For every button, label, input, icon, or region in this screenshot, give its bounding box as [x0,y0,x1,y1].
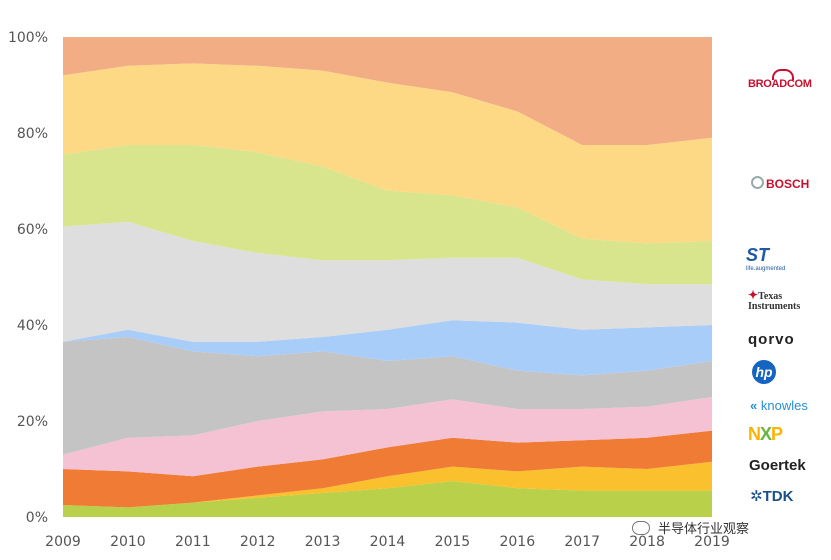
area-broadcom [63,37,712,145]
area-tdk [63,481,712,517]
area-goertek [63,461,712,508]
legend-nxp: NXP [748,424,783,444]
y-tick-label: 60% [17,222,48,238]
x-tick-label: 2010 [110,534,146,550]
stacked-area-chart: 0%20%40%60%80%100% 2009 2010 2011 2012 2013 2… [8,30,730,550]
x-tick-label: 2017 [564,534,600,550]
y-tick-label: 40% [17,318,48,334]
x-tick-label: 2018 [629,534,665,550]
legend-broadcom: BROADCOM [748,69,812,90]
y-tick-label: 0% [26,510,48,526]
chart-areas [63,37,712,517]
x-tick-label: 2011 [175,534,211,550]
legend-goertek: Goertek [749,457,806,474]
x-tick-label: 2016 [499,534,535,550]
area-st [63,145,712,285]
area-knowles [63,397,712,477]
x-tick-label: 2015 [435,534,471,550]
ti-logo-icon: ✦ [748,288,759,302]
area-nxp [63,430,712,508]
watermark: 半导体行业观察 [632,518,749,537]
x-tick-label: 2012 [240,534,276,550]
x-tick-label: 2009 [45,534,81,550]
area-hp [63,337,712,455]
legend-st-tagline: life.augmented [746,266,786,272]
area-qorvo [63,320,712,376]
legend-texas-instruments: ✦Texas Instruments [748,288,801,312]
bosch-logo-icon [751,176,764,189]
legend-hp: hp [752,360,776,384]
x-axis: 2009 2010 2011 2012 2013 2014 2015 2016 2017 2018… [45,534,730,550]
legend-bosch: BOSCH [751,176,809,191]
y-tick-label: 100% [8,30,48,46]
wechat-icon [632,521,650,535]
area-texas-instruments [63,221,712,342]
legend-qorvo: qorvo [748,331,795,348]
x-tick-label: 2013 [305,534,341,550]
legend-st: ST [746,245,770,265]
legend-knowles: « knowles [750,398,808,413]
tdk-logo-icon: ✲ [750,488,763,505]
y-axis: 0% 20% 40% 60% 80% 100% [8,30,48,526]
legend-tdk: ✲TDK [750,488,794,505]
x-tick-label: 2014 [370,534,406,550]
y-tick-label: 80% [17,126,48,142]
x-tick-label: 2019 [694,534,730,550]
area-bosch [63,63,712,244]
y-tick-label: 20% [17,414,48,430]
